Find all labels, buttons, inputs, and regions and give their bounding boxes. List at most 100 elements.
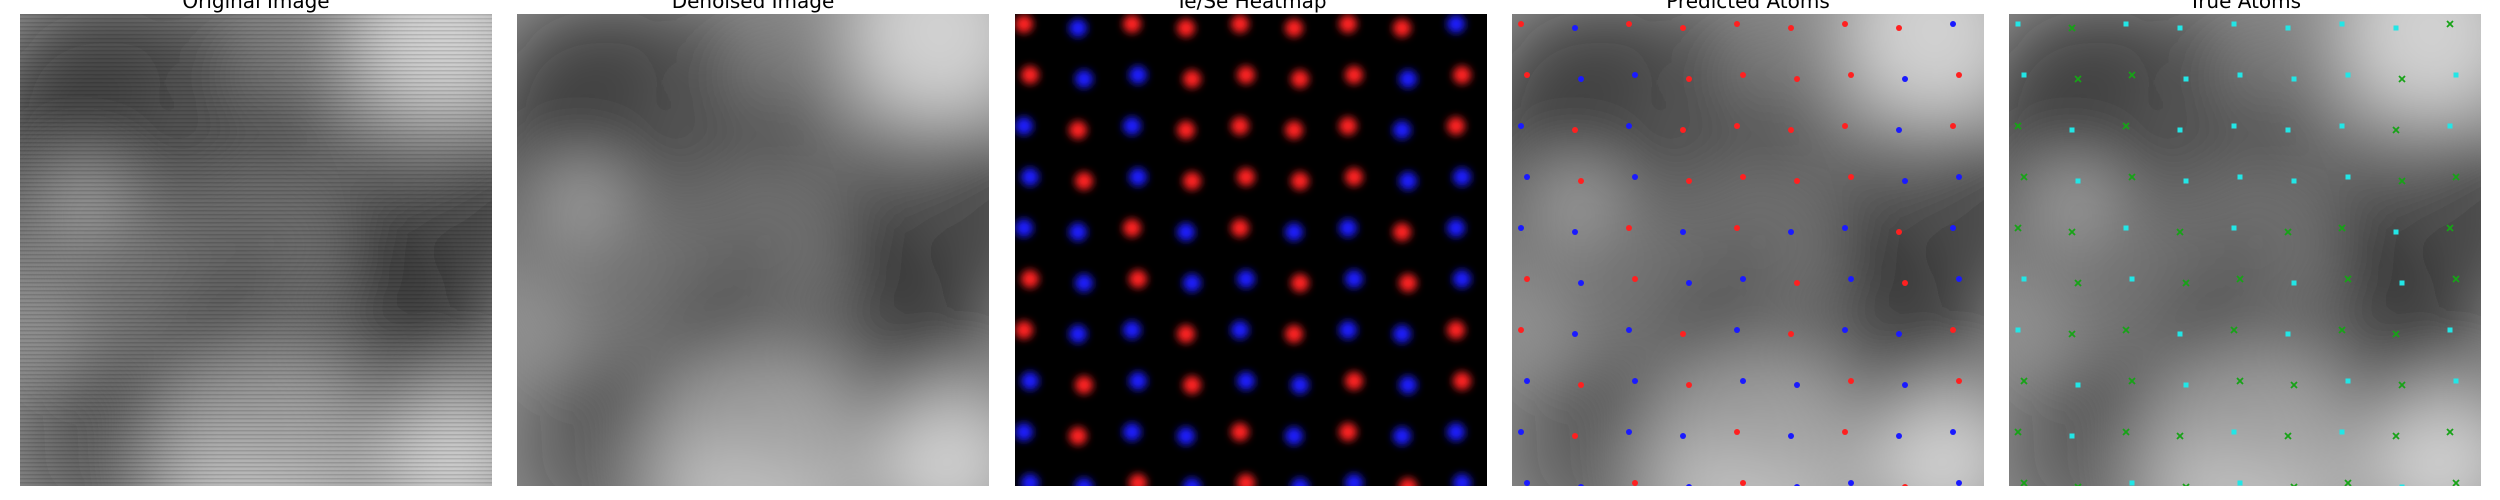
se-spot [1177,223,1195,241]
predicted-se-dot [1518,123,1524,129]
texture-blob [2224,39,2294,109]
true-atom-square [2069,127,2075,133]
true-atom-cross [2446,224,2454,232]
te-spot [1285,325,1303,343]
se-spot [1339,321,1357,339]
texture-blob [1682,164,1842,324]
predicted-se-dot [1902,178,1908,184]
texture-blob [732,39,802,109]
true-atom-square [2177,25,2183,31]
te-spot [1453,66,1471,84]
texture-blob [20,14,160,164]
texture-blob [2009,14,2149,164]
denoised-image [517,14,989,486]
panel-denoised-image: Denoised Image [517,0,989,500]
predicted-te-dot [1956,72,1962,78]
predicted-te-dot [1950,123,1956,129]
true-atom-square [2183,178,2189,184]
true-atom-cross [2068,228,2076,236]
texture-blob [1512,184,1692,364]
true-atom-cross [2452,479,2460,486]
predicted-se-dot [1578,280,1584,286]
true-atom-cross [2128,377,2136,385]
se-spot [1075,70,1093,88]
panel-title: Denoised Image [671,0,835,13]
te-spot [1183,70,1201,88]
te-spot [1399,274,1417,292]
predicted-se-dot [1794,382,1800,388]
true-atom-cross [2122,326,2130,334]
true-atom-square [2177,331,2183,337]
texture-blob [20,184,200,364]
true-atom-cross [2290,381,2298,389]
texture-blob [837,64,957,184]
texture-blob [2329,64,2449,184]
te-spot [1123,219,1141,237]
predicted-se-dot [1788,433,1794,439]
predicted-te-dot [1734,123,1740,129]
predicted-te-dot [1572,433,1578,439]
te-spot [1231,219,1249,237]
true-atom-square [2231,225,2237,231]
se-spot [1129,372,1147,390]
te-spot [1069,121,1087,139]
true-atom-cross [2020,173,2028,181]
te-spot [1393,19,1411,37]
predicted-te-dot [1788,127,1794,133]
te-spot [1231,117,1249,135]
true-atom-cross [2398,177,2406,185]
true-atom-cross [2182,279,2190,287]
se-spot [1075,274,1093,292]
true-atom-square [2447,327,2453,333]
true-atom-cross [2074,279,2082,287]
predicted-se-dot [1626,123,1632,129]
te-spot [1345,372,1363,390]
true-atom-square [2231,429,2237,435]
true-atom-cross [2284,432,2292,440]
predicted-se-dot [1626,327,1632,333]
predicted-te-dot [1626,21,1632,27]
true-atom-cross [2068,24,2076,32]
predicted-te-dot [1740,72,1746,78]
se-spot [1069,325,1087,343]
se-spot [1021,474,1039,486]
se-spot [1123,117,1141,135]
predicted-se-dot [1896,433,1902,439]
predicted-te-dot [1842,21,1848,27]
predicted-te-dot [1740,174,1746,180]
true-atom-cross [2398,381,2406,389]
texture-blob [1832,64,1952,184]
image-texture [20,14,492,486]
predicted-te-dot [1626,225,1632,231]
te-spot [1339,423,1357,441]
true-atom-square [2393,229,2399,235]
true-atom-cross [2392,330,2400,338]
te-se-heatmap [1015,14,1487,486]
true-atom-cross [2122,122,2130,130]
predicted-se-dot [1578,484,1584,486]
true-atom-cross [2452,173,2460,181]
se-spot [1237,270,1255,288]
se-spot [1183,478,1201,486]
true-atom-square [2345,378,2351,384]
te-spot [1021,66,1039,84]
te-spot [1183,172,1201,190]
se-spot [1021,168,1039,186]
predicted-se-dot [1524,174,1530,180]
texture-blob [150,344,370,486]
te-spot [1393,223,1411,241]
texture-blob [2009,184,2189,364]
true-atom-square [2183,76,2189,82]
predicted-te-dot [1794,280,1800,286]
texture-blob [517,184,697,364]
predicted-te-dot [1902,484,1908,486]
predicted-te-dot [1632,276,1638,282]
predicted-se-dot [1848,480,1854,486]
predicted-se-dot [1680,433,1686,439]
true-atom-square [2123,21,2129,27]
predicted-te-dot [1518,327,1524,333]
predicted-te-dot [1788,25,1794,31]
texture-blob [2369,384,2481,486]
predicted-te-dot [1848,72,1854,78]
texture-blob [2139,344,2359,486]
